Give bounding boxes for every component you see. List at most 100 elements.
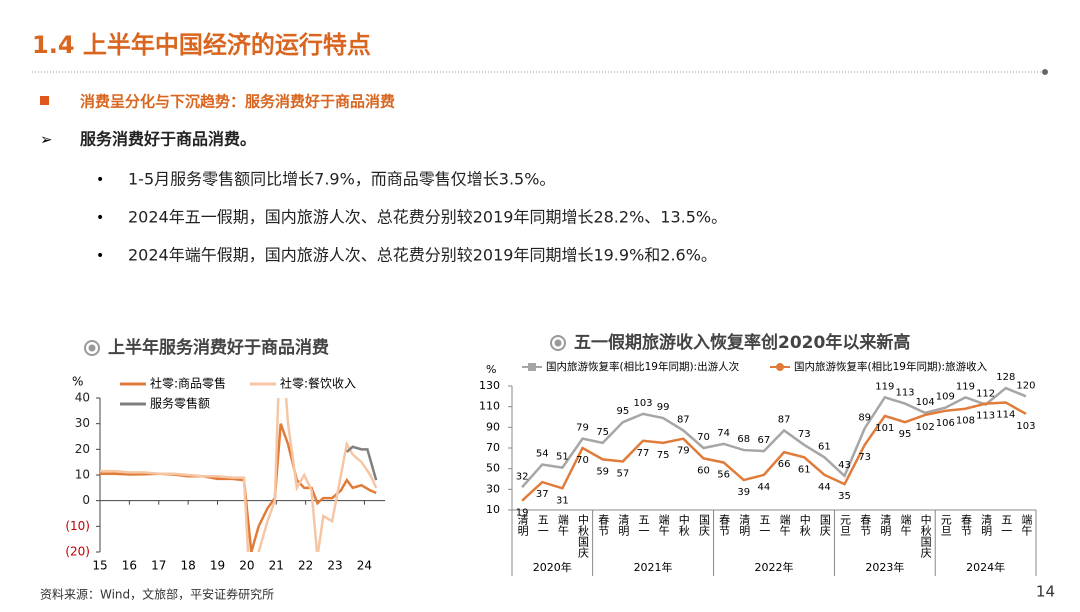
section-heading: 消费呈分化与下沉趋势：服务消费好于商品消费	[80, 93, 395, 111]
value-label: 99	[657, 402, 670, 413]
group-label: 2021年	[634, 560, 673, 574]
value-label: 108	[956, 416, 975, 427]
x-tick-label: 元旦	[939, 514, 952, 536]
x-tick-label: 18	[181, 559, 196, 573]
value-label: 74	[717, 428, 730, 439]
divider-dot	[1042, 69, 1048, 75]
value-label: 70	[697, 432, 710, 443]
x-tick-label: 中秋	[677, 514, 690, 537]
icon	[550, 335, 566, 351]
value-label: 73	[798, 429, 811, 440]
value-label: 31	[556, 495, 569, 506]
section-bullet	[40, 96, 49, 105]
value-label: 77	[637, 448, 650, 459]
value-label: 75	[596, 427, 609, 438]
y-tick-label: 20	[75, 442, 90, 456]
x-tick-label: 清明	[617, 514, 630, 537]
value-label: 113	[895, 388, 914, 399]
x-tick-label: 端午	[657, 514, 670, 536]
x-tick-label: 19	[210, 559, 225, 573]
point: 2024年五一假期，国内旅游人次、总花费分别较2019年同期增长28.2%、13…	[128, 208, 727, 227]
x-tick-label: 国庆	[818, 514, 831, 537]
value-label: 106	[936, 418, 955, 429]
icon	[88, 344, 96, 352]
x-tick-label: 中秋国庆	[919, 514, 932, 559]
value-label: 112	[976, 389, 995, 400]
legend-label: 服务零售额	[150, 396, 210, 411]
y-tick-label: 10	[75, 468, 90, 482]
x-tick-label: 中秋	[798, 514, 811, 537]
value-label: 119	[875, 381, 894, 392]
group-label: 2023年	[865, 560, 904, 574]
value-label: 87	[677, 414, 690, 425]
y-tick-label: (10)	[65, 519, 90, 533]
value-label: 75	[657, 450, 670, 461]
value-label: 87	[778, 414, 791, 425]
x-tick-label: 清明	[516, 514, 529, 537]
legend-label: 社零:餐饮收入	[280, 376, 356, 391]
y-tick-label: 90	[486, 420, 500, 433]
dot: •	[96, 172, 104, 188]
icon	[554, 339, 562, 347]
x-tick-label: 清明	[738, 514, 751, 537]
y-tick-label: 50	[486, 462, 500, 475]
y-tick-label: (20)	[65, 545, 90, 559]
legend-label: 社零:商品零售	[150, 376, 226, 391]
dot: •	[96, 210, 104, 226]
y-tick-label: 130	[479, 379, 500, 392]
arrow-bullet: ➢	[40, 131, 53, 149]
value-label: 66	[778, 459, 791, 470]
value-label: 79	[576, 423, 589, 434]
x-tick-label: 端午	[556, 514, 569, 536]
value-label: 43	[838, 460, 851, 471]
value-label: 103	[633, 398, 652, 409]
x-tick-label: 端午	[899, 514, 912, 536]
series-line	[100, 398, 378, 552]
dot: •	[96, 248, 104, 264]
x-tick-label: 春节	[959, 514, 972, 536]
value-label: 61	[818, 441, 831, 452]
y-tick-label: 30	[75, 416, 90, 430]
page-title: 1.4 上半年中国经济的运行特点	[32, 31, 371, 59]
value-label: 103	[1016, 421, 1035, 432]
series-line	[100, 423, 377, 552]
value-label: 102	[916, 422, 935, 433]
x-tick-label: 22	[298, 559, 313, 573]
x-tick-label: 15	[92, 559, 107, 573]
series-line	[521, 401, 1027, 502]
x-tick-label: 清明	[879, 514, 892, 537]
x-tick-label: 元旦	[839, 514, 852, 536]
legend-label: 国内旅游恢复率(相比19年同期):出游人次	[546, 360, 740, 373]
x-tick-label: 五一	[758, 514, 771, 536]
x-tick-label: 清明	[980, 514, 993, 537]
y-tick-label: 0	[82, 493, 90, 507]
value-label: 56	[717, 469, 730, 480]
value-label: 59	[596, 466, 609, 477]
x-tick-label: 国庆	[697, 514, 710, 537]
value-label: 70	[576, 455, 589, 466]
value-label: 61	[798, 464, 811, 475]
x-tick-label: 五一	[536, 514, 549, 536]
x-tick-label: 端午	[778, 514, 791, 536]
x-tick-label: 五一	[637, 514, 650, 536]
group-label: 2020年	[533, 560, 572, 574]
value-label: 44	[818, 482, 831, 493]
value-label: 101	[875, 423, 894, 434]
point: 1-5月服务零售额同比增长7.9%，而商品零售仅增长3.5%。	[128, 170, 555, 189]
icon	[84, 340, 100, 356]
value-label: 89	[858, 412, 871, 423]
legend-marker	[528, 363, 536, 371]
x-tick-label: 中秋国庆	[577, 514, 590, 559]
value-label: 68	[737, 434, 750, 445]
series-line	[345, 445, 378, 481]
x-tick-label: 23	[327, 559, 342, 573]
x-tick-label: 春节	[597, 514, 610, 536]
x-tick-label: 16	[122, 559, 137, 573]
point: 2024年端午假期，国内旅游人次、总花费分别较2019年同期增长19.9%和2.…	[128, 246, 717, 265]
legend-marker	[776, 363, 784, 371]
value-label: 95	[899, 429, 912, 440]
x-tick-label: 17	[151, 559, 166, 573]
value-label: 57	[616, 468, 629, 479]
y-tick-label: 10	[486, 503, 500, 516]
